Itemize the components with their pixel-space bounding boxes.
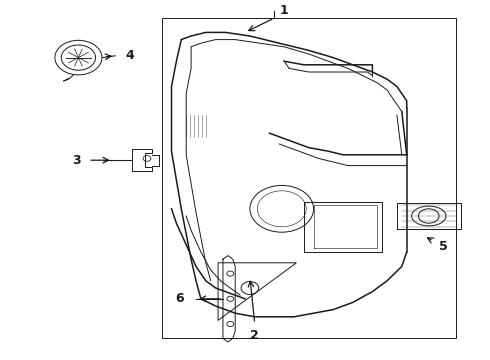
Text: 1: 1 [279, 4, 288, 17]
Text: 5: 5 [439, 240, 447, 253]
Text: 4: 4 [125, 49, 134, 62]
Text: 6: 6 [175, 292, 184, 305]
Bar [162, 18, 456, 338]
Text: 3: 3 [72, 154, 81, 167]
Text: 2: 2 [250, 329, 259, 342]
